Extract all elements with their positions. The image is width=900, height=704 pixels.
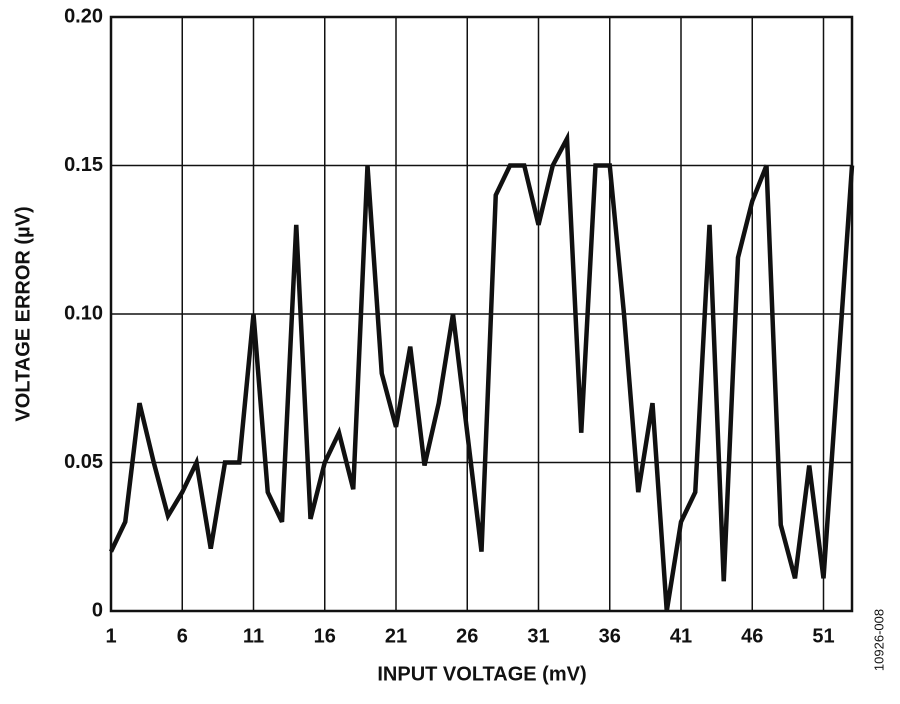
y-tick-label: 0: [92, 599, 103, 621]
x-tick-label: 11: [243, 625, 264, 647]
plot-frame: [109, 15, 854, 613]
x-tick-label: 51: [812, 625, 834, 647]
figure-id: 10926-008: [871, 609, 886, 671]
x-tick-label: 1: [105, 625, 116, 647]
x-tick-label: 16: [314, 625, 336, 647]
x-tick-label: 41: [670, 625, 692, 647]
x-tick-label: 31: [527, 625, 549, 647]
y-tick-label: 0.10: [64, 302, 103, 324]
x-tick-label: 36: [599, 625, 621, 647]
x-tick-label: 26: [456, 625, 478, 647]
y-tick-label: 0.20: [64, 5, 103, 27]
x-tick-label: 46: [741, 625, 763, 647]
y-tick-label: 0.15: [64, 154, 103, 176]
y-tick-label: 0.05: [64, 451, 103, 473]
x-tick-label: 6: [177, 625, 188, 647]
x-axis-label: INPUT VOLTAGE (mV): [377, 663, 586, 685]
y-axis-label: VOLTAGE ERROR (µV): [12, 206, 34, 421]
x-tick-label: 21: [385, 625, 407, 647]
data-line: [108, 130, 855, 612]
